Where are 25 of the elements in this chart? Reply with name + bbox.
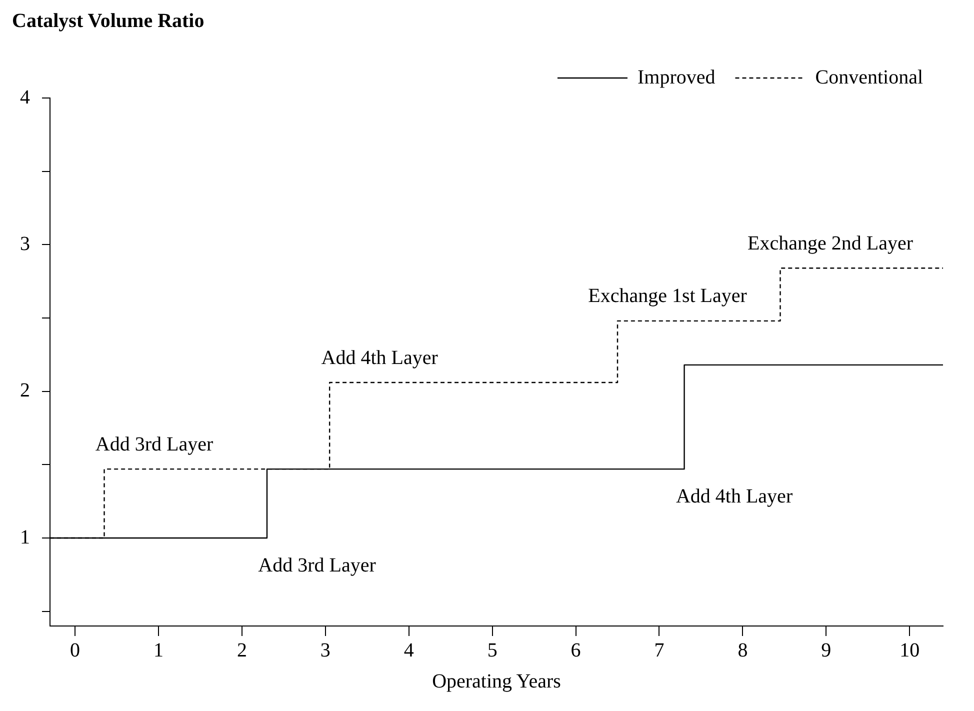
- x-tick-label: 5: [487, 639, 498, 662]
- x-axis-title: Operating Years: [432, 670, 562, 692]
- y-tick-label: 2: [20, 380, 30, 402]
- x-tick-label: 7: [654, 639, 664, 662]
- annotation: Add 3rd Layer: [95, 433, 214, 456]
- x-tick-label: 4: [404, 639, 414, 662]
- x-tick-label: 0: [70, 639, 80, 662]
- y-axis-title: Catalyst Volume Ratio: [12, 10, 204, 32]
- y-tick-label: 3: [20, 232, 30, 255]
- x-tick-label: 9: [821, 639, 832, 662]
- x-tick-label: 8: [738, 639, 748, 662]
- x-tick-label: 6: [570, 639, 581, 662]
- annotation: Exchange 2nd Layer: [748, 232, 914, 254]
- x-tick-label: 2: [236, 639, 247, 662]
- x-tick-label: 3: [320, 639, 330, 662]
- x-tick-label: 1: [153, 639, 164, 662]
- y-tick-label: 4: [20, 86, 30, 108]
- y-tick-label: 1: [20, 526, 30, 548]
- annotation: Add 4th Layer: [321, 346, 438, 369]
- x-tick-label: 10: [900, 639, 920, 662]
- annotation: Exchange 1st Layer: [588, 285, 748, 308]
- legend-label: Conventional: [815, 66, 924, 88]
- legend-label: Improved: [637, 66, 716, 88]
- annotation: Add 4th Layer: [676, 485, 793, 508]
- annotation: Add 3rd Layer: [258, 554, 376, 576]
